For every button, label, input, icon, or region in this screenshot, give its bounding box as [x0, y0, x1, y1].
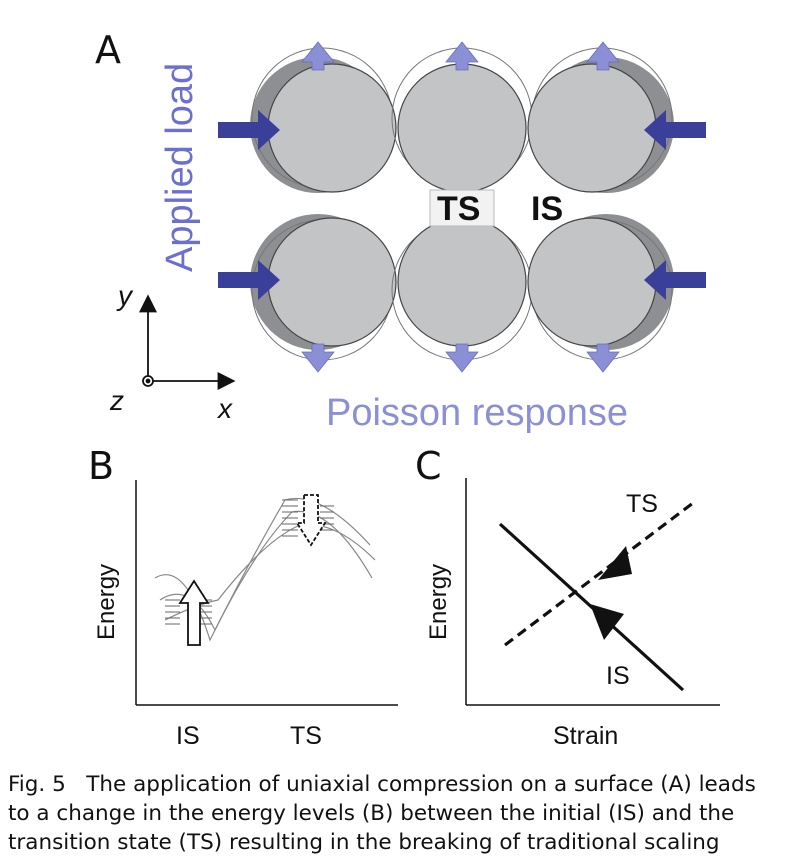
panel-c-ts-label: TS [626, 490, 658, 518]
poisson-response-label: Poisson response [326, 392, 628, 434]
panel-b-x-is: IS [176, 722, 200, 750]
ts-direction-arrow [598, 546, 632, 580]
coordinate-axes [139, 294, 236, 390]
panel-b-x-ts: TS [290, 722, 322, 750]
panel-b-letter: B [88, 444, 114, 488]
figure-graphic: A Applied load Poisson response TS IS y … [88, 28, 720, 750]
sphere-bottom-right [527, 214, 674, 361]
poisson-arrow-down-2 [445, 343, 479, 373]
is-label-a: IS [531, 190, 563, 228]
caption-line-3: transition state (TS) resulting in the b… [8, 830, 720, 855]
load-arrow-top-left [218, 110, 280, 150]
axis-x-label: x [216, 393, 233, 424]
figure-5: A Applied load Poisson response TS IS y … [88, 28, 720, 750]
panel-c-ylabel: Energy [425, 564, 452, 640]
figure-caption: Fig. 5 The application of uniaxial compr… [8, 770, 798, 857]
panel-c [465, 478, 720, 706]
panel-c-axes [465, 478, 720, 706]
panel-a-letter: A [95, 28, 121, 72]
poisson-arrow-down-1 [301, 343, 335, 373]
caption-text-1: The application of uniaxial compression … [86, 772, 756, 797]
poisson-arrow-up-1 [301, 41, 335, 71]
poisson-arrow-down-3 [586, 343, 620, 373]
panel-c-letter: C [415, 444, 442, 488]
ts-label-a: TS [437, 190, 480, 228]
axis-z-label: z [109, 385, 124, 416]
panel-c-xlabel: Strain [553, 722, 618, 750]
panel-b-ylabel: Energy [93, 564, 120, 640]
axis-y-label: y [116, 280, 134, 311]
panel-b-axes [135, 480, 398, 706]
panel-b [135, 480, 398, 706]
applied-load-arrows [218, 110, 706, 300]
sphere-top-left [250, 47, 397, 193]
is-up-arrow [178, 579, 210, 646]
caption-line-1: Fig. 5 The application of uniaxial compr… [8, 770, 798, 799]
load-arrow-bottom-left [218, 260, 280, 300]
applied-load-label: Applied load [159, 63, 201, 272]
load-arrow-top-right [644, 110, 706, 150]
ts-line [504, 501, 694, 647]
sphere-top-right [527, 47, 674, 193]
caption-line-2: to a change in the energy levels (B) bet… [8, 801, 735, 826]
ts-down-arrow [295, 494, 327, 547]
ts-contact-patch [429, 189, 495, 227]
poisson-arrow-up-3 [586, 41, 620, 71]
panel-a [139, 41, 706, 390]
sphere-bottom-left [250, 214, 397, 361]
load-arrow-bottom-right [644, 260, 706, 300]
sphere-lattice [250, 47, 674, 361]
poisson-arrow-up-2 [445, 41, 479, 71]
poisson-arrows [301, 41, 620, 373]
is-direction-arrow [590, 604, 624, 640]
sphere-bottom-center [391, 217, 533, 361]
panel-c-is-label: IS [606, 662, 630, 690]
caption-fig-number: Fig. 5 [8, 772, 66, 797]
